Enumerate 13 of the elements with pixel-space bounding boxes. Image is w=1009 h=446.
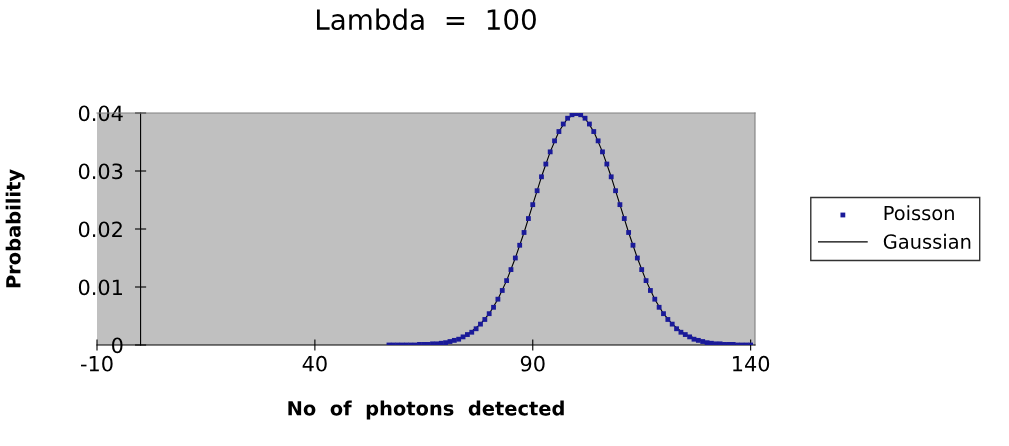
x-tick-label: 90 [520, 355, 545, 372]
chart-title: Lambda = 100 [317, 8, 536, 31]
x-tick-label: 140 [733, 355, 770, 372]
x-axis-title: No of photons detected [288, 400, 564, 420]
x-tick-label: 40 [302, 355, 327, 372]
legend-label: Gaussian [883, 233, 971, 249]
y-axis-title: Probability [5, 169, 25, 288]
y-tick-label: 0.02 [78, 221, 122, 238]
legend-label: Poisson [884, 205, 954, 221]
y-tick-label: 0.01 [78, 279, 122, 296]
y-tick-label: 0.04 [78, 105, 123, 122]
x-tick-label: -10 [81, 355, 113, 372]
y-tick-label: 0.03 [78, 163, 123, 180]
